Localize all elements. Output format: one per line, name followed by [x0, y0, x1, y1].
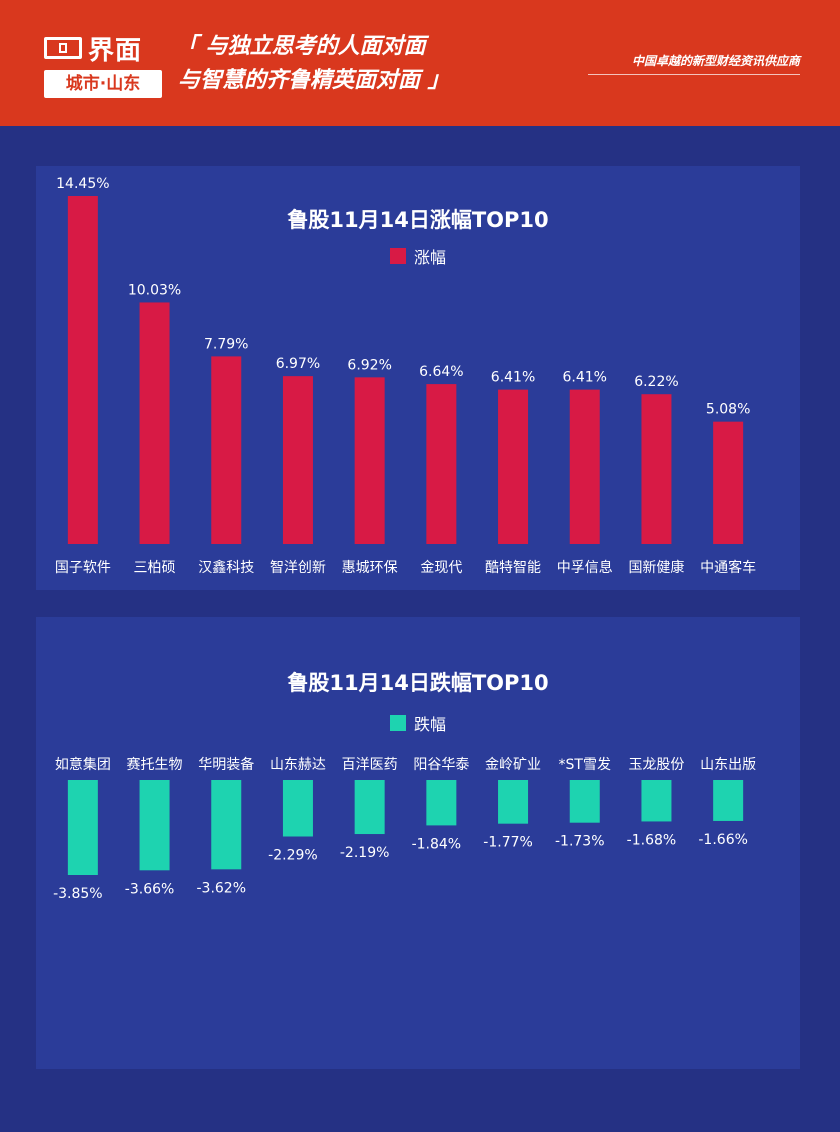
slogan: 「 与独立思考的人面对面 与智慧的齐鲁精英面对面 」	[176, 30, 450, 98]
rise-bar	[211, 356, 242, 544]
rise-bar	[713, 421, 744, 544]
fall-bar	[67, 780, 98, 875]
slogan-line-1: 「 与独立思考的人面对面	[176, 34, 426, 59]
fall-value-label: -1.66%	[698, 832, 748, 848]
fall-value-label: -3.62%	[196, 880, 246, 896]
logo-mark-icon	[44, 37, 82, 59]
brand-logo: 界面 城市·山东	[44, 30, 162, 100]
fall-legend: 跌幅	[36, 711, 800, 735]
fall-bar	[354, 780, 385, 835]
fall-value-label: -1.77%	[483, 835, 533, 851]
rise-value-label: 10.03%	[128, 282, 181, 298]
rise-value-label: 6.22%	[634, 374, 678, 390]
rise-category-label: 国新健康	[628, 559, 684, 576]
rise-legend-label: 涨幅	[413, 248, 446, 267]
rise-category-label: 中孚信息	[557, 559, 613, 576]
rise-bar	[354, 377, 385, 544]
fall-category-label: 如意集团	[55, 756, 111, 773]
fall-bar	[713, 780, 744, 821]
fall-category-label: *ST雪发	[559, 757, 611, 773]
fall-category-label: 华明装备	[198, 756, 254, 773]
tagline-divider	[588, 74, 800, 75]
fall-category-label: 山东出版	[700, 757, 756, 773]
rise-bar	[641, 394, 672, 544]
rise-legend-swatch	[389, 248, 406, 264]
fall-category-label: 赛托生物	[127, 757, 183, 773]
rise-category-label: 三柏硕	[134, 560, 176, 576]
fall-category-label: 玉龙股份	[628, 757, 684, 773]
fall-chart-panel: 如意集团 -3.85% 赛托生物 -3.66% 华明装备 -3.62% 山东赫达 -2.29%…	[36, 617, 800, 1069]
fall-bar	[139, 780, 170, 871]
rise-chart-title: 鲁股11月14日涨幅TOP10	[287, 208, 549, 232]
logo-subtitle: 城市·山东	[44, 70, 162, 98]
fall-value-label: -2.19%	[340, 845, 390, 861]
rise-value-label: 6.41%	[491, 370, 535, 386]
fall-value-label: -1.73%	[555, 834, 605, 850]
fall-category-label: 百洋医药	[342, 757, 398, 773]
fall-bar	[211, 780, 242, 870]
rise-category-label: 酷特智能	[485, 560, 541, 576]
rise-value-label: 6.97%	[276, 356, 320, 372]
slogan-line-2: 与智慧的齐鲁精英面对面 」	[178, 68, 450, 93]
fall-value-label: -2.29%	[268, 848, 318, 864]
fall-category-label: 金岭矿业	[485, 757, 541, 773]
rise-chart-panel: 14.45% 国子软件 10.03% 三柏硕 7.79% 汉鑫科技 6.97% 智洋创新 6.9…	[36, 166, 800, 590]
tagline: 中国卓越的新型财经资讯供应商	[631, 54, 800, 68]
rise-category-label: 智洋创新	[270, 560, 326, 576]
fall-bar	[498, 780, 529, 824]
rise-category-label: 国子软件	[55, 560, 111, 576]
rise-bar	[426, 384, 457, 544]
rise-category-label: 惠城环保	[342, 560, 398, 576]
rise-value-label: 6.64%	[419, 364, 463, 380]
rise-value-label: 7.79%	[204, 336, 248, 352]
rise-bar	[139, 302, 170, 544]
rise-category-label: 中通客车	[700, 559, 756, 576]
rise-legend: 涨幅	[36, 244, 800, 268]
fall-chart-svg: 如意集团 -3.85% 赛托生物 -3.66% 华明装备 -3.62% 山东赫达 -2.29%…	[53, 756, 756, 902]
fall-bar	[426, 780, 457, 826]
fall-value-label: -3.66%	[125, 881, 175, 897]
rise-value-label: 6.92%	[347, 357, 391, 373]
rise-category-label: 汉鑫科技	[198, 559, 254, 576]
fall-legend-label: 跌幅	[413, 715, 446, 734]
rise-value-label: 6.41%	[563, 370, 607, 386]
rise-bar	[282, 376, 313, 544]
header-banner: 界面 城市·山东 「 与独立思考的人面对面 与智慧的齐鲁精英面对面 」 中国卓越…	[0, 0, 840, 126]
rise-bar	[569, 389, 600, 544]
rise-bar	[498, 389, 529, 544]
fall-bar	[641, 780, 672, 822]
rise-value-label: 5.08%	[706, 402, 750, 418]
fall-legend-swatch	[389, 715, 406, 731]
fall-category-label: 山东赫达	[270, 757, 326, 773]
rise-value-label: 14.45%	[56, 176, 109, 192]
rise-chart-svg: 14.45% 国子软件 10.03% 三柏硕 7.79% 汉鑫科技 6.97% 智洋创新 6.9…	[55, 176, 756, 576]
rise-bar	[67, 196, 98, 544]
fall-bar	[282, 780, 313, 837]
fall-value-label: -1.68%	[627, 832, 677, 848]
logo-text: 界面	[88, 35, 143, 66]
rise-category-label: 金现代	[420, 560, 462, 576]
fall-value-label: -3.85%	[53, 886, 103, 902]
fall-bar	[569, 780, 600, 823]
fall-category-label: 阳谷华泰	[413, 757, 469, 773]
fall-value-label: -1.84%	[412, 836, 462, 852]
fall-chart-title: 鲁股11月14日跌幅TOP10	[287, 671, 549, 695]
